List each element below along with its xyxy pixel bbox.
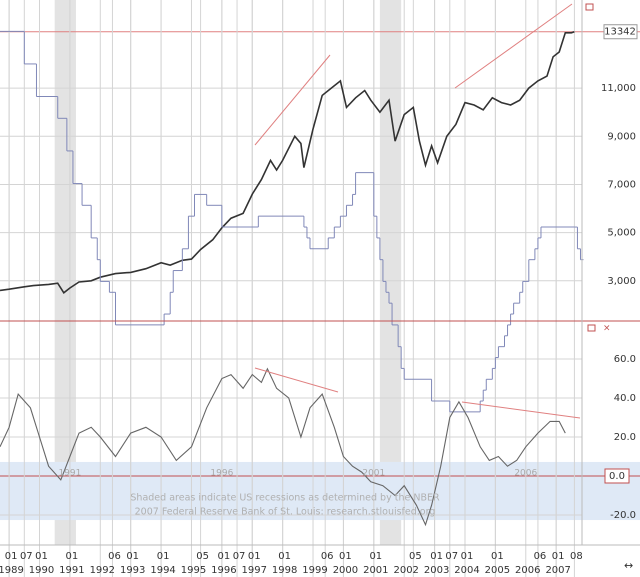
data-layer	[0, 30, 584, 527]
x-minor-tick-label: 07	[233, 551, 246, 562]
y-tick-label: 0.0	[609, 471, 625, 482]
source-note: 2007 Federal Reserve Bank of St. Louis: …	[135, 507, 436, 518]
x-minor-tick-label: 01	[35, 551, 48, 562]
x-minor-tick-label: 07	[445, 551, 458, 562]
y-tick-label: 20.0	[614, 432, 636, 443]
y-tick-label: 11,000	[601, 83, 636, 94]
x-tick-label: 1993	[120, 565, 145, 576]
x-tick-label: 2001	[363, 565, 388, 576]
x-minor-tick-label: 06	[108, 551, 121, 562]
panel-icon[interactable]	[587, 324, 596, 332]
reference-label-box	[603, 24, 638, 40]
y-tick-label: 5,000	[607, 228, 636, 239]
x-minor-tick-label: 07	[20, 551, 33, 562]
x-minor-tick-label: 06	[534, 551, 547, 562]
x-minor-tick-label: 01	[217, 551, 230, 562]
x-tick-label: 2003	[424, 565, 449, 576]
x-minor-tick-label: 01	[248, 551, 261, 562]
x-tick-label: 2007	[545, 565, 570, 576]
reference-label: 13342	[604, 27, 636, 38]
scroll-icon[interactable]: ↔	[624, 559, 633, 572]
panel-year-label: 2001	[362, 469, 385, 479]
x-minor-tick-label: 06	[321, 551, 334, 562]
y-tick-label: 9,000	[607, 131, 636, 142]
panel-year-label: 1996	[210, 469, 233, 479]
x-minor-tick-label: 01	[369, 551, 382, 562]
text-layer: 3,000 5,000 7,000 9,000 11,000 13342 -20.0 0.0 2…	[0, 24, 638, 576]
x-tick-label: 1997	[242, 565, 267, 576]
shaded-band	[0, 461, 640, 521]
x-tick-label: 2004	[454, 565, 479, 576]
panel-year-label: 1991	[58, 469, 81, 479]
x-minor-tick-label: 01	[491, 551, 504, 562]
x-minor-tick-label: 01	[5, 551, 18, 562]
x-tick-label: 2005	[485, 565, 510, 576]
x-tick-label: 1996	[211, 565, 236, 576]
x-minor-tick-label: 08	[570, 551, 583, 562]
x-tick-label: 1992	[90, 565, 115, 576]
x-minor-tick-label: 05	[196, 551, 209, 562]
close-icon[interactable]: ×	[603, 324, 611, 334]
x-minor-tick-label: 01	[66, 551, 79, 562]
x-tick-label: 1994	[150, 565, 175, 576]
y-tick-box	[604, 468, 630, 484]
x-tick-label: 1990	[29, 565, 54, 576]
series-line	[0, 30, 575, 294]
x-minor-tick-label: 01	[461, 551, 474, 562]
y-tick-label: 40.0	[614, 393, 636, 404]
source-note: Shaded areas indicate US recessions as d…	[130, 493, 440, 504]
x-minor-tick-label: 01	[157, 551, 170, 562]
x-tick-label: 1991	[59, 565, 84, 576]
x-minor-tick-label: 01	[552, 551, 565, 562]
x-minor-tick-label: 01	[339, 551, 352, 562]
y-tick-label: 7,000	[607, 179, 636, 190]
x-tick-label: 1989	[0, 565, 24, 576]
trend-line	[461, 401, 581, 419]
trend-line	[454, 3, 573, 89]
x-tick-label: 2006	[515, 565, 540, 576]
series-line	[0, 367, 566, 527]
y-tick-label: -20.0	[610, 510, 636, 521]
panel-year-label: 2006	[514, 469, 537, 479]
x-tick-label: 1999	[302, 565, 327, 576]
x-tick-label: 1995	[181, 565, 206, 576]
x-tick-label: 2002	[393, 565, 418, 576]
x-minor-tick-label: 01	[430, 551, 443, 562]
trend-line	[254, 367, 339, 393]
x-minor-tick-label: 05	[409, 551, 422, 562]
panel-icon[interactable]	[585, 3, 594, 11]
y-tick-label: 60.0	[614, 354, 636, 365]
trend-annotations	[254, 3, 581, 419]
x-minor-tick-label: 01	[278, 551, 291, 562]
x-tick-label: 2000	[333, 565, 358, 576]
y-tick-label: 3,000	[607, 276, 636, 287]
x-tick-label: 1998	[272, 565, 297, 576]
x-minor-tick-label: 01	[126, 551, 139, 562]
trend-line	[254, 54, 331, 146]
